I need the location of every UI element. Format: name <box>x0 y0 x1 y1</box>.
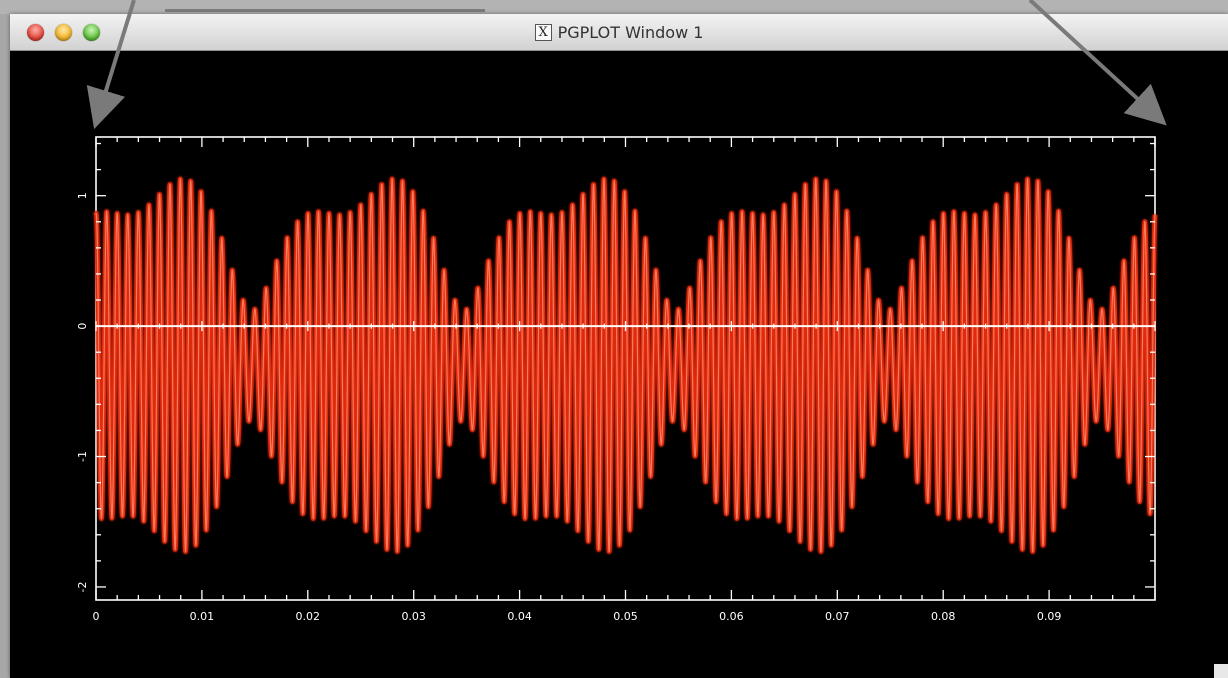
x-tick-label: 0.06 <box>719 610 744 623</box>
x-tick-label: 0.09 <box>1037 610 1062 623</box>
x-tick-label: 0.07 <box>825 610 850 623</box>
x11-icon: X <box>534 23 552 41</box>
window-title: PGPLOT Window 1 <box>557 22 704 42</box>
x-tick-label: 0.03 <box>401 610 426 623</box>
x-tick-label: 0.08 <box>931 610 956 623</box>
x-tick-label: 0 <box>93 610 100 623</box>
title-bar[interactable]: X PGPLOT Window 1 <box>10 14 1228 51</box>
y-tick-label: 0 <box>76 323 89 330</box>
x-tick-label: 0.04 <box>507 610 532 623</box>
zoom-icon[interactable] <box>83 24 100 41</box>
title-wrap: X PGPLOT Window 1 <box>10 14 1228 50</box>
y-tick-label: -1 <box>76 451 89 462</box>
x-tick-label: 0.01 <box>190 610 215 623</box>
close-icon[interactable] <box>27 24 44 41</box>
minimize-icon[interactable] <box>55 24 72 41</box>
plot-canvas: 0 0.01 0.02 0.03 0.04 0.05 0.06 0.07 0.08 0.09 -2 -… <box>76 136 1158 623</box>
plot-area: 0 0.01 0.02 0.03 0.04 0.05 0.06 0.07 0.08 0.09 -2 -… <box>10 51 1228 678</box>
y-tick-label: 1 <box>76 192 89 199</box>
signal-series-0-highlight <box>95 178 1156 553</box>
x-tick-label: 0.05 <box>613 610 638 623</box>
y-tick-label: -2 <box>76 581 89 592</box>
x-tick-label: 0.02 <box>296 610 321 623</box>
resize-grip[interactable] <box>1214 664 1228 678</box>
background-strip <box>0 0 1228 14</box>
pgplot-window: X PGPLOT Window 1 0 0.01 0.02 0.03 0.04 0.05 0… <box>10 14 1228 678</box>
background-bar <box>165 9 485 12</box>
